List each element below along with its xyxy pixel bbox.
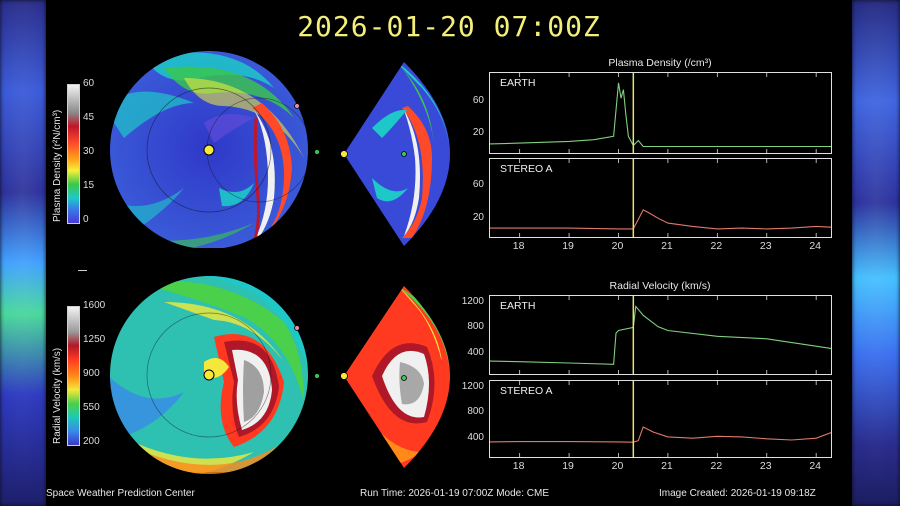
enlil-panel: 2026-01-20 07:00Z Plasma Density (r²N/cm… <box>46 0 852 506</box>
x-tick-label: 23 <box>759 460 772 472</box>
density-colorbar <box>67 84 80 224</box>
x-tick-label: 19 <box>562 240 574 252</box>
density-meridional-map <box>340 62 450 246</box>
density-stereo-plot: STEREO A <box>489 158 832 238</box>
density-earth-plot: EARTH <box>489 72 832 154</box>
earth-label: EARTH <box>500 77 536 89</box>
earth-label: EARTH <box>500 300 536 312</box>
density-plot-title: Plasma Density (/cm³) <box>608 57 712 69</box>
x-tick-label: 22 <box>710 460 723 472</box>
timestamp-title: 2026-01-20 07:00Z <box>297 10 601 43</box>
velocity-plot-title: Radial Velocity (km/s) <box>609 280 711 292</box>
x-tick-label: 20 <box>611 240 624 252</box>
separator-dash <box>78 270 87 271</box>
footer-credit: Space Weather Prediction Center <box>46 488 195 499</box>
density-tick: 60 <box>83 78 95 89</box>
x-tick-label: 24 <box>809 240 822 252</box>
density-tick: 0 <box>83 214 89 225</box>
background-blur-right <box>852 0 900 506</box>
y-tick: 400 <box>467 347 484 358</box>
background-blur-left <box>0 0 46 506</box>
y-tick: 20 <box>472 127 484 138</box>
earth-series-line <box>489 305 832 365</box>
x-tick-label: 18 <box>512 240 525 252</box>
y-tick: 400 <box>467 432 484 443</box>
density-tick: 30 <box>83 146 95 157</box>
footer-run-time: Run Time: 2026-01-19 07:00Z Mode: CME <box>360 488 549 499</box>
stereo-series-line <box>489 426 832 443</box>
velocity-earth-plot: EARTH <box>489 295 832 375</box>
x-tick-label: 23 <box>759 240 772 252</box>
velocity-tick: 900 <box>83 368 100 379</box>
y-tick: 20 <box>472 212 484 223</box>
y-tick: 60 <box>472 95 484 106</box>
density-colorbar-title: Plasma Density (r²N/cm³) <box>52 109 63 222</box>
velocity-tick: 550 <box>83 402 100 413</box>
velocity-tick: 1250 <box>83 334 106 345</box>
x-tick-label: 18 <box>512 460 525 472</box>
velocity-meridional-map <box>340 286 450 468</box>
x-tick-label: 22 <box>710 240 723 252</box>
stereo-series-line <box>490 209 832 230</box>
y-tick: 60 <box>472 179 484 190</box>
y-tick: 800 <box>467 321 484 332</box>
velocity-stereo-plot: STEREO A <box>489 380 832 458</box>
stereo-label: STEREO A <box>500 163 553 175</box>
footer-image-created: Image Created: 2026-01-19 09:18Z <box>659 488 816 499</box>
velocity-tick: 1600 <box>83 300 106 311</box>
y-tick: 1200 <box>461 381 484 392</box>
x-tick-label: 24 <box>809 460 822 472</box>
earth-series-line <box>489 82 831 148</box>
x-tick-label: 21 <box>661 240 673 252</box>
velocity-tick: 200 <box>83 436 100 447</box>
stereo-label: STEREO A <box>500 385 553 397</box>
y-tick: 1200 <box>461 296 484 307</box>
density-ecliptic-map <box>110 51 320 249</box>
velocity-ecliptic-map <box>110 276 320 474</box>
x-tick-label: 20 <box>611 460 624 472</box>
velocity-colorbar-title: Radial Velocity (km/s) <box>52 347 63 444</box>
x-tick-label: 19 <box>562 460 574 472</box>
density-tick: 45 <box>83 112 95 123</box>
density-tick: 15 <box>83 180 95 191</box>
velocity-colorbar <box>67 306 80 446</box>
x-tick-label: 21 <box>661 460 673 472</box>
y-tick: 800 <box>467 406 484 417</box>
